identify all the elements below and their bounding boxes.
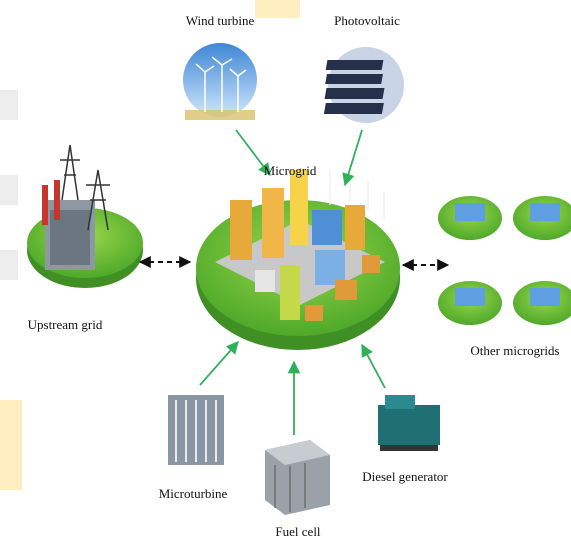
other-microgrids-icon [438, 196, 571, 325]
node-label: Photovoltaic [334, 13, 400, 28]
fuel-cell-icon [265, 440, 330, 515]
page: {"nodes": [ {"label": "Wind turbine"}, {… [0, 0, 571, 542]
wind-turbine-icon [183, 43, 257, 120]
node-label: Diesel generator [362, 469, 448, 484]
diagram: Wind turbine Photovoltaic Microgrid Upst… [0, 0, 571, 542]
node-label: Upstream grid [28, 317, 103, 332]
node-label: Microturbine [159, 486, 228, 501]
watermark-block [0, 90, 18, 120]
diesel-generator-icon [378, 395, 440, 451]
flow-arrow [345, 130, 362, 185]
watermark-block [0, 250, 18, 280]
watermark-block [255, 0, 300, 18]
upstream-grid-icon [27, 145, 143, 288]
node-label: Other microgrids [470, 343, 559, 358]
flow-arrow [362, 345, 385, 388]
flow-arrow [200, 342, 238, 385]
node-label: Microgrid [264, 163, 317, 178]
node-label: Wind turbine [186, 13, 255, 28]
watermark-block [0, 400, 22, 490]
microturbine-icon [168, 395, 224, 465]
photovoltaic-icon [324, 47, 404, 123]
microgrid-icon [196, 170, 400, 350]
node-label: Fuel cell [275, 524, 321, 539]
watermark-block [0, 175, 18, 205]
